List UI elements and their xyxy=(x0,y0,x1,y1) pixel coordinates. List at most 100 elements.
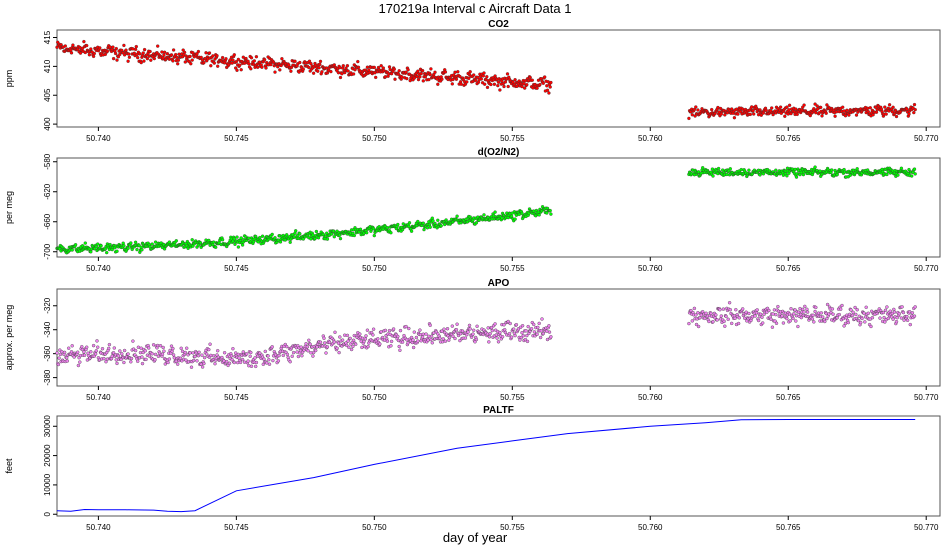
o2n2-data-point xyxy=(352,233,356,238)
co2-data-point xyxy=(783,114,787,118)
apo-data-point xyxy=(472,328,476,332)
co2-data-point xyxy=(148,49,152,54)
apo-data-point xyxy=(805,307,809,311)
o2n2-data-point xyxy=(240,243,245,247)
apo-data-point xyxy=(796,324,800,329)
o2n2-data-point xyxy=(848,173,852,177)
co2-data-point xyxy=(262,58,267,62)
o2n2-data-point xyxy=(428,225,432,229)
apo-data-point xyxy=(454,328,459,332)
co2-data-point xyxy=(138,52,142,56)
co2-data-point xyxy=(421,79,425,83)
apo-data-point xyxy=(337,350,341,355)
o2n2-data-point xyxy=(153,240,158,244)
co2-data-point xyxy=(167,57,172,61)
apo-data-point xyxy=(151,343,156,347)
o2n2-data-point xyxy=(474,221,479,225)
co2-data-point xyxy=(329,69,333,74)
co2-data-point xyxy=(212,61,216,65)
o2n2-data-point xyxy=(232,237,236,241)
o2n2-title: d(O2/N2) xyxy=(478,147,520,158)
apo-data-point xyxy=(894,320,899,324)
co2-data-point xyxy=(351,72,356,76)
apo-data-point xyxy=(387,328,392,333)
apo-data-point xyxy=(503,328,507,332)
apo-data-point xyxy=(281,353,285,358)
apo-data-point xyxy=(291,350,296,355)
o2n2-data-point xyxy=(288,240,292,244)
co2-data-point xyxy=(142,59,146,63)
apo-data-point xyxy=(524,329,528,333)
apo-xtick-label: 50.750 xyxy=(362,393,387,402)
paltf-ylabel: feet xyxy=(4,458,14,474)
o2n2-data-point xyxy=(311,233,315,237)
apo-data-point xyxy=(363,337,368,341)
apo-data-point xyxy=(290,354,294,358)
apo-data-point xyxy=(397,344,401,349)
co2-data-point xyxy=(513,78,517,82)
co2-xtick-label: 50.755 xyxy=(500,134,525,143)
co2-ytick-label: 415 xyxy=(43,30,52,44)
co2-data-point xyxy=(176,62,180,66)
apo-data-point xyxy=(107,342,112,347)
apo-data-point xyxy=(825,316,829,321)
apo-data-point xyxy=(333,330,337,334)
co2-data-point xyxy=(468,70,472,74)
co2-data-point xyxy=(420,68,425,73)
apo-data-point xyxy=(76,350,80,354)
apo-data-point xyxy=(174,359,178,363)
co2-data-point xyxy=(182,50,187,55)
co2-data-point xyxy=(694,105,698,109)
apo-data-point xyxy=(306,349,310,353)
co2-data-point xyxy=(854,113,859,117)
apo-data-point xyxy=(458,332,463,336)
apo-data-point xyxy=(475,324,479,328)
co2-ytick-label: 400 xyxy=(43,117,52,131)
o2n2-data-point xyxy=(129,241,133,245)
o2n2-data-point xyxy=(517,212,521,217)
apo-data-point xyxy=(814,305,818,310)
co2-data-point xyxy=(405,76,409,81)
apo-data-point xyxy=(126,352,130,356)
co2-plot-frame xyxy=(56,29,941,128)
apo-data-point xyxy=(715,318,719,322)
co2-data-point xyxy=(345,64,350,68)
o2n2-ytick-label: -660 xyxy=(43,213,52,230)
apo-data-point xyxy=(882,315,886,320)
co2-data-point xyxy=(152,56,156,61)
co2-data-point xyxy=(847,113,851,117)
apo-data-point xyxy=(200,365,205,369)
apo-data-point xyxy=(855,308,859,312)
apo-data-point xyxy=(870,316,875,320)
apo-data-point xyxy=(910,311,915,315)
o2n2-data-point xyxy=(436,218,440,222)
apo-data-point xyxy=(76,363,81,368)
co2-data-point xyxy=(234,59,239,64)
apo-data-point xyxy=(229,354,234,358)
apo-data-point xyxy=(440,340,445,344)
o2n2-data-point xyxy=(270,232,274,237)
co2-data-point xyxy=(220,55,225,60)
apo-data-point xyxy=(689,308,693,313)
apo-data-point xyxy=(67,346,71,350)
o2n2-data-point xyxy=(294,229,298,233)
paltf-xtick-label: 50.750 xyxy=(362,523,387,532)
apo-data-point xyxy=(144,357,148,362)
co2-data-point xyxy=(139,60,143,65)
apo-data-point xyxy=(794,314,799,318)
co2-data-point xyxy=(91,54,96,59)
o2n2-xtick-label: 50.770 xyxy=(914,264,939,273)
apo-data-point xyxy=(495,336,499,340)
apo-data-point xyxy=(178,356,183,360)
apo-data-point xyxy=(389,344,393,348)
co2-data-point xyxy=(913,107,917,112)
apo-data-point xyxy=(267,358,271,362)
o2n2-data-point xyxy=(135,247,139,252)
apo-data-point xyxy=(65,359,69,363)
apo-data-point xyxy=(525,333,529,338)
apo-data-point xyxy=(143,349,147,353)
apo-data-point xyxy=(136,345,141,349)
apo-data-point xyxy=(82,350,86,354)
co2-data-point xyxy=(436,82,440,86)
apo-data-point xyxy=(913,305,917,309)
